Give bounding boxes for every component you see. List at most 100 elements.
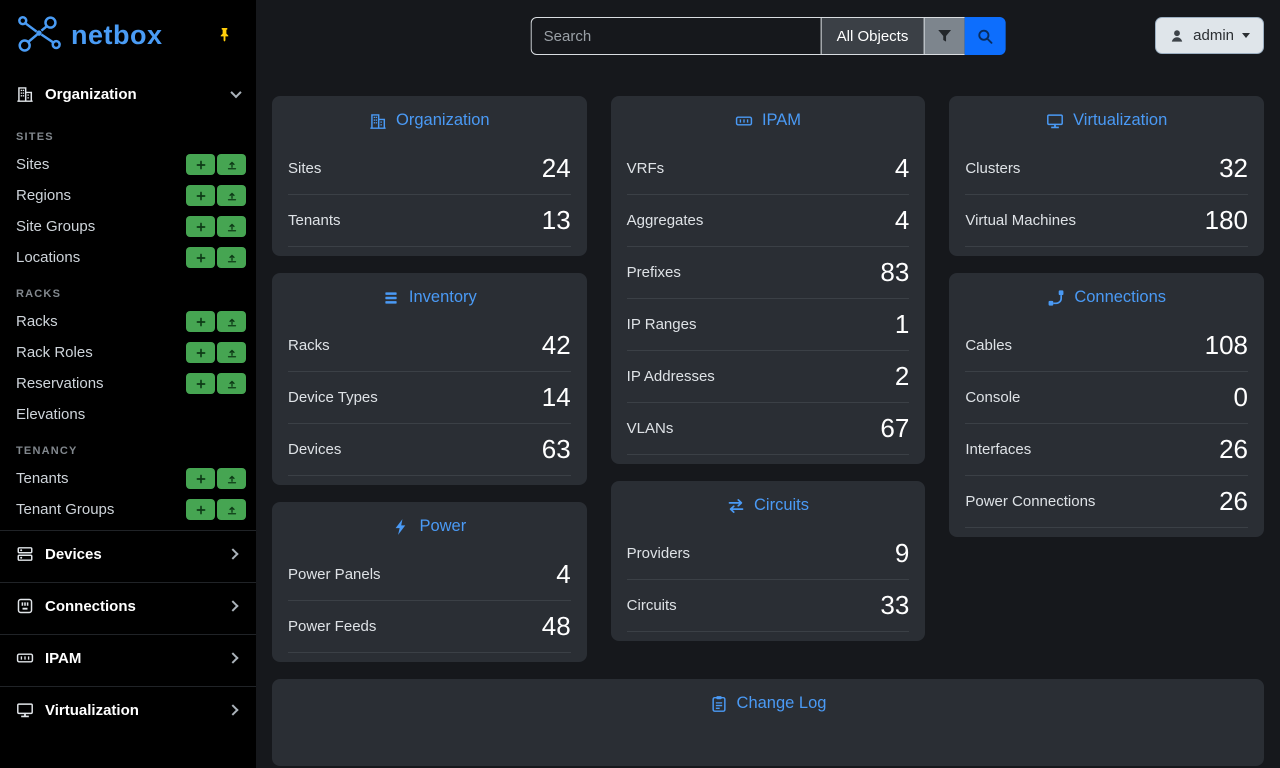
sidebar-item-rack-roles[interactable]: Rack Roles (0, 337, 256, 368)
stat-label[interactable]: Aggregates (626, 212, 704, 229)
add-button[interactable] (186, 342, 215, 363)
import-button[interactable] (217, 185, 246, 206)
stat-label[interactable]: Sites (288, 160, 322, 177)
stat-label[interactable]: VLANs (626, 420, 674, 437)
sidebar-item-tenant-groups[interactable]: Tenant Groups (0, 494, 256, 525)
add-button[interactable] (186, 373, 215, 394)
add-button[interactable] (186, 154, 215, 175)
sidebar-item-tenants[interactable]: Tenants (0, 463, 256, 494)
stat-label[interactable]: VRFs (626, 160, 665, 177)
add-button[interactable] (186, 468, 215, 489)
stat-value[interactable]: 4 (894, 153, 910, 183)
add-button[interactable] (186, 185, 215, 206)
stat-label[interactable]: Clusters (965, 160, 1021, 177)
stat-value[interactable]: 4 (894, 205, 910, 235)
card-title: Change Log (736, 694, 827, 712)
stat-label[interactable]: IP Ranges (626, 316, 697, 333)
stat-label[interactable]: Cables (965, 337, 1013, 354)
pin-sidebar-button[interactable] (217, 27, 232, 45)
stat-value[interactable]: 26 (1219, 434, 1249, 464)
search-button[interactable] (964, 17, 1006, 55)
upload-icon (226, 159, 238, 171)
plus-icon (195, 473, 207, 485)
add-button[interactable] (186, 247, 215, 268)
import-button[interactable] (217, 247, 246, 268)
import-button[interactable] (217, 311, 246, 332)
card-title: Virtualization (1073, 111, 1168, 129)
inventory-card: Inventory Racks 42 Device Types 14 Devic… (272, 273, 587, 485)
filter-button[interactable] (923, 17, 965, 55)
stat-label[interactable]: Power Panels (288, 566, 381, 583)
stat-label[interactable]: Virtual Machines (965, 212, 1076, 229)
import-button[interactable] (217, 342, 246, 363)
add-button[interactable] (186, 499, 215, 520)
sidebar-item-reservations[interactable]: Reservations (0, 368, 256, 399)
stat-value[interactable]: 4 (556, 559, 571, 589)
sidebar-section-ipam[interactable]: IPAM (0, 634, 256, 681)
stat-value[interactable]: 9 (894, 538, 910, 568)
stat-row: Power Panels 4 (288, 549, 571, 601)
stat-value[interactable]: 83 (880, 257, 910, 287)
sidebar-item-label: Sites (16, 156, 50, 173)
sidebar-section-connections[interactable]: Connections (0, 582, 256, 629)
lightning-bolt-icon (392, 518, 410, 536)
stat-value[interactable]: 42 (541, 330, 571, 360)
stat-label[interactable]: Racks (288, 337, 330, 354)
stat-label[interactable]: Devices (288, 441, 342, 458)
stat-label[interactable]: Power Feeds (288, 618, 377, 635)
building-icon (369, 112, 387, 130)
stat-value[interactable]: 67 (880, 413, 910, 443)
stat-label[interactable]: Power Connections (965, 493, 1096, 510)
user-menu-button[interactable]: admin (1155, 17, 1264, 54)
stat-value[interactable]: 33 (880, 590, 910, 620)
virtualization-card: Virtualization Clusters 32 Virtual Machi… (949, 96, 1265, 256)
sidebar-item-racks[interactable]: Racks (0, 306, 256, 337)
sidebar-item-label: Regions (16, 187, 72, 204)
object-type-button[interactable]: All Objects (820, 17, 924, 55)
sidebar-item-site-groups[interactable]: Site Groups (0, 211, 256, 242)
chevron-right-icon (227, 548, 239, 560)
stat-value[interactable]: 108 (1204, 330, 1249, 360)
stat-value[interactable]: 26 (1219, 486, 1249, 516)
stat-label[interactable]: Console (965, 389, 1021, 406)
sidebar-section-devices[interactable]: Devices (0, 530, 256, 577)
stat-value[interactable]: 24 (541, 153, 571, 183)
sidebar-item-elevations[interactable]: Elevations (0, 399, 256, 430)
sidebar-item-sites[interactable]: Sites (0, 149, 256, 180)
stat-value[interactable]: 13 (541, 205, 571, 235)
import-button[interactable] (217, 373, 246, 394)
add-button[interactable] (186, 311, 215, 332)
sidebar-item-locations[interactable]: Locations (0, 242, 256, 273)
stat-value[interactable]: 14 (541, 382, 571, 412)
stat-label[interactable]: Tenants (288, 212, 341, 229)
stat-label[interactable]: Interfaces (965, 441, 1032, 458)
stat-row: Circuits 33 (626, 580, 910, 632)
stat-value[interactable]: 0 (1233, 382, 1249, 412)
sidebar-item-label: Elevations (16, 406, 86, 423)
import-button[interactable] (217, 216, 246, 237)
stat-value[interactable]: 48 (541, 611, 571, 641)
import-button[interactable] (217, 154, 246, 175)
stat-label[interactable]: Device Types (288, 389, 378, 406)
sidebar-section-virtualization[interactable]: Virtualization (0, 686, 256, 733)
stat-value[interactable]: 180 (1204, 205, 1249, 235)
stat-value[interactable]: 63 (541, 434, 571, 464)
stat-value[interactable]: 2 (894, 361, 910, 391)
stat-label[interactable]: Prefixes (626, 264, 681, 281)
stat-value[interactable]: 32 (1219, 153, 1249, 183)
sidebar-section-organization[interactable]: Organization (0, 72, 256, 116)
add-button[interactable] (186, 216, 215, 237)
stat-value[interactable]: 1 (894, 309, 910, 339)
sidebar-item-regions[interactable]: Regions (0, 180, 256, 211)
search-input[interactable] (530, 17, 821, 55)
import-button[interactable] (217, 499, 246, 520)
monitor-icon (16, 701, 34, 719)
stat-label[interactable]: Providers (626, 545, 691, 562)
stat-row: Power Feeds 48 (288, 601, 571, 653)
caret-down-icon (1242, 33, 1250, 38)
section-label: Virtualization (45, 701, 139, 719)
stat-label[interactable]: IP Addresses (626, 368, 715, 385)
netbox-logo[interactable]: netbox (0, 0, 256, 66)
stat-label[interactable]: Circuits (626, 597, 677, 614)
import-button[interactable] (217, 468, 246, 489)
